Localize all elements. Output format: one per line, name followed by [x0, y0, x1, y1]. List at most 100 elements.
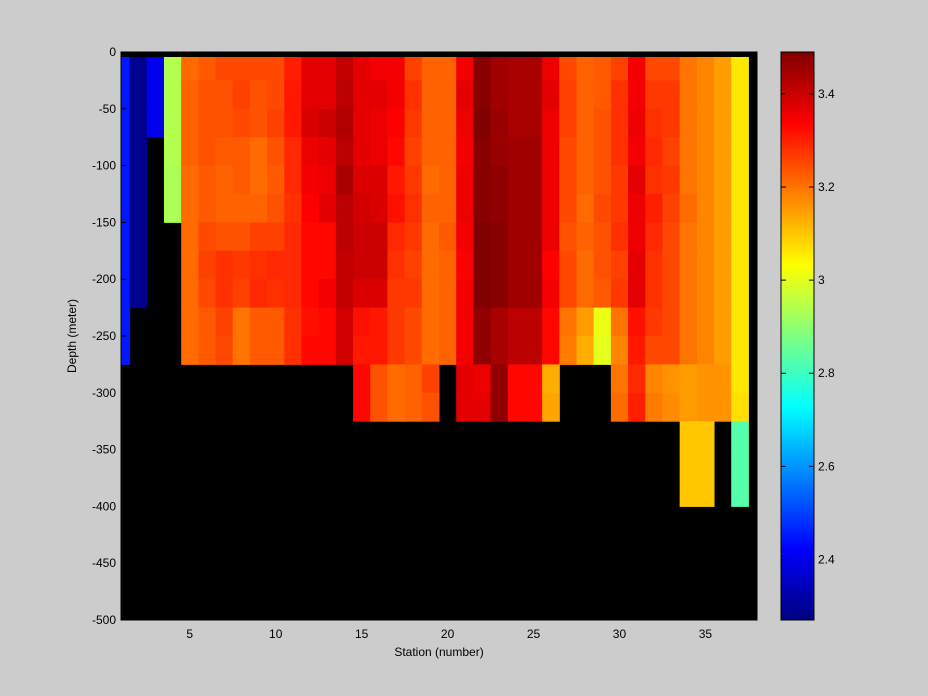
heatmap-cell	[507, 307, 526, 337]
heatmap-cell	[576, 80, 595, 110]
heatmap-cell	[731, 194, 749, 223]
heatmap-cell	[696, 307, 715, 337]
y-axis-label: Depth (meter)	[65, 299, 79, 373]
heatmap-cell	[353, 250, 371, 280]
heatmap-cell	[439, 307, 457, 337]
heatmap-cell	[731, 250, 749, 280]
heatmap-cell	[696, 194, 715, 223]
heatmap-cell	[731, 307, 749, 337]
heatmap-cell	[284, 194, 302, 223]
heatmap-cell	[696, 478, 715, 507]
heatmap-cell	[679, 137, 698, 167]
heatmap-cell	[714, 108, 732, 138]
heatmap-cell	[129, 279, 148, 309]
heatmap-cell	[267, 336, 285, 365]
heatmap-cell	[731, 449, 749, 479]
heatmap-cell	[714, 307, 732, 337]
heatmap-cell	[645, 137, 663, 167]
heatmap-cell	[284, 80, 302, 110]
heatmap-cell	[404, 222, 423, 252]
heatmap-cell	[542, 80, 560, 110]
heatmap-cell	[198, 279, 217, 309]
heatmap-cell	[576, 52, 595, 81]
heatmap-cell	[456, 165, 474, 195]
heatmap-cell	[267, 250, 285, 280]
heatmap-cell	[421, 279, 440, 309]
heatmap-cell	[387, 336, 406, 365]
heatmap-cell	[542, 194, 560, 223]
heatmap-cell	[129, 165, 148, 195]
heatmap-cell	[559, 250, 578, 280]
heatmap-cell	[679, 478, 698, 507]
heatmap-cell	[662, 80, 681, 110]
heatmap-cell	[524, 364, 543, 394]
heatmap-cell	[267, 165, 285, 195]
x-tick-label: 35	[699, 627, 713, 641]
heatmap-cell	[679, 80, 698, 110]
y-tick-label: -50	[99, 102, 117, 116]
heatmap-cell	[662, 194, 681, 223]
heatmap-cell	[387, 80, 406, 110]
heatmap-cell	[284, 222, 302, 252]
heatmap-cell	[628, 165, 646, 195]
heatmap-cell	[610, 222, 629, 252]
heatmap-cell	[215, 307, 234, 337]
heatmap-cell	[198, 250, 217, 280]
heatmap-cell	[524, 165, 543, 195]
heatmap-cell	[318, 336, 337, 365]
heatmap-cell	[662, 364, 681, 394]
heatmap-cell	[181, 250, 199, 280]
heatmap-cell	[473, 336, 492, 365]
heatmap-cell	[370, 52, 388, 81]
heatmap-cell	[370, 165, 388, 195]
heatmap-cell	[353, 336, 371, 365]
heatmap-cell	[301, 222, 320, 252]
x-axis-label: Station (number)	[394, 645, 483, 659]
heatmap-cell	[421, 52, 440, 81]
heatmap-cell	[249, 336, 268, 365]
heatmap-cell	[232, 194, 251, 223]
heatmap-cell	[439, 222, 457, 252]
heatmap-cell	[679, 194, 698, 223]
y-tick-label: -250	[92, 329, 116, 343]
heatmap-cell	[421, 307, 440, 337]
heatmap-cell	[404, 307, 423, 337]
heatmap-cell	[662, 279, 681, 309]
y-tick-label: -450	[92, 556, 116, 570]
heatmap-cell	[524, 80, 543, 110]
heatmap-cell	[163, 108, 182, 138]
heatmap-cell	[387, 250, 406, 280]
heatmap-cell	[163, 165, 182, 195]
heatmap-cell	[198, 165, 217, 195]
heatmap-cell	[662, 137, 681, 167]
heatmap-cell	[524, 307, 543, 337]
heatmap-cell	[473, 165, 492, 195]
heatmap-cell	[249, 165, 268, 195]
heatmap-cell	[576, 279, 595, 309]
heatmap-cell	[181, 165, 199, 195]
heatmap-cell	[696, 108, 715, 138]
y-tick-label: -100	[92, 159, 116, 173]
heatmap-cell	[593, 52, 612, 81]
heatmap-cell	[628, 307, 646, 337]
heatmap-cell	[163, 80, 182, 110]
heatmap-cell	[456, 279, 474, 309]
heatmap-cell	[353, 137, 371, 167]
heatmap-cell	[490, 336, 509, 365]
heatmap-cell	[267, 80, 285, 110]
heatmap-cell	[542, 222, 560, 252]
heatmap-cell	[335, 279, 354, 309]
heatmap-cell	[645, 165, 663, 195]
heatmap-cell	[576, 307, 595, 337]
heatmap-cell	[576, 137, 595, 167]
heatmap-cell	[610, 307, 629, 337]
heatmap-cell	[456, 80, 474, 110]
heatmap-cell	[662, 307, 681, 337]
heatmap-cell	[542, 364, 560, 394]
heatmap-cell	[387, 222, 406, 252]
heatmap-cell	[370, 137, 388, 167]
heatmap-cell	[524, 222, 543, 252]
heatmap-cell	[335, 307, 354, 337]
heatmap-cell	[679, 307, 698, 337]
heatmap-cell	[679, 250, 698, 280]
